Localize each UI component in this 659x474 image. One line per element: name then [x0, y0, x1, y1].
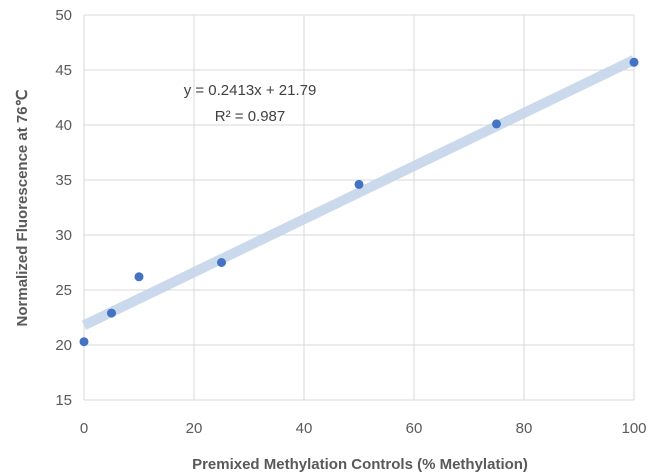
- gridlines: [83, 14, 635, 401]
- trendline: [81, 55, 637, 330]
- x-tick-label: 40: [296, 420, 313, 437]
- y-tick-labels: 15 20 25 30 35 40 45 50: [55, 7, 72, 409]
- y-tick-label: 40: [55, 117, 72, 134]
- trendline-group: [81, 55, 637, 330]
- y-tick-label: 35: [55, 172, 72, 189]
- x-axis-title: Premixed Methylation Controls (% Methyla…: [192, 456, 528, 473]
- data-point: [492, 119, 501, 129]
- y-tick-label: 20: [55, 337, 72, 354]
- x-tick-label: 100: [621, 420, 646, 437]
- trendline-r2: R² = 0.987: [215, 108, 285, 125]
- x-tick-label: 20: [186, 420, 203, 437]
- data-point: [217, 258, 226, 267]
- data-point: [79, 337, 89, 347]
- trendline-equation: y = 0.2413x + 21.79: [184, 82, 317, 99]
- data-point: [354, 179, 364, 189]
- y-tick-label: 30: [55, 227, 72, 244]
- x-tick-labels: 0 20 40 60 80 100: [80, 420, 647, 437]
- y-tick-label: 45: [55, 62, 72, 79]
- data-point: [134, 272, 144, 282]
- data-point: [629, 57, 639, 67]
- y-tick-label: 25: [55, 282, 72, 299]
- data-points: [79, 57, 639, 347]
- data-point: [107, 308, 116, 318]
- x-tick-label: 0: [80, 420, 88, 437]
- y-tick-label: 50: [55, 7, 72, 24]
- y-axis-title: Normalized Fluorescence at 76℃: [14, 89, 31, 326]
- y-tick-label: 15: [55, 392, 72, 409]
- x-tick-label: 80: [516, 420, 533, 437]
- x-tick-label: 60: [406, 420, 423, 437]
